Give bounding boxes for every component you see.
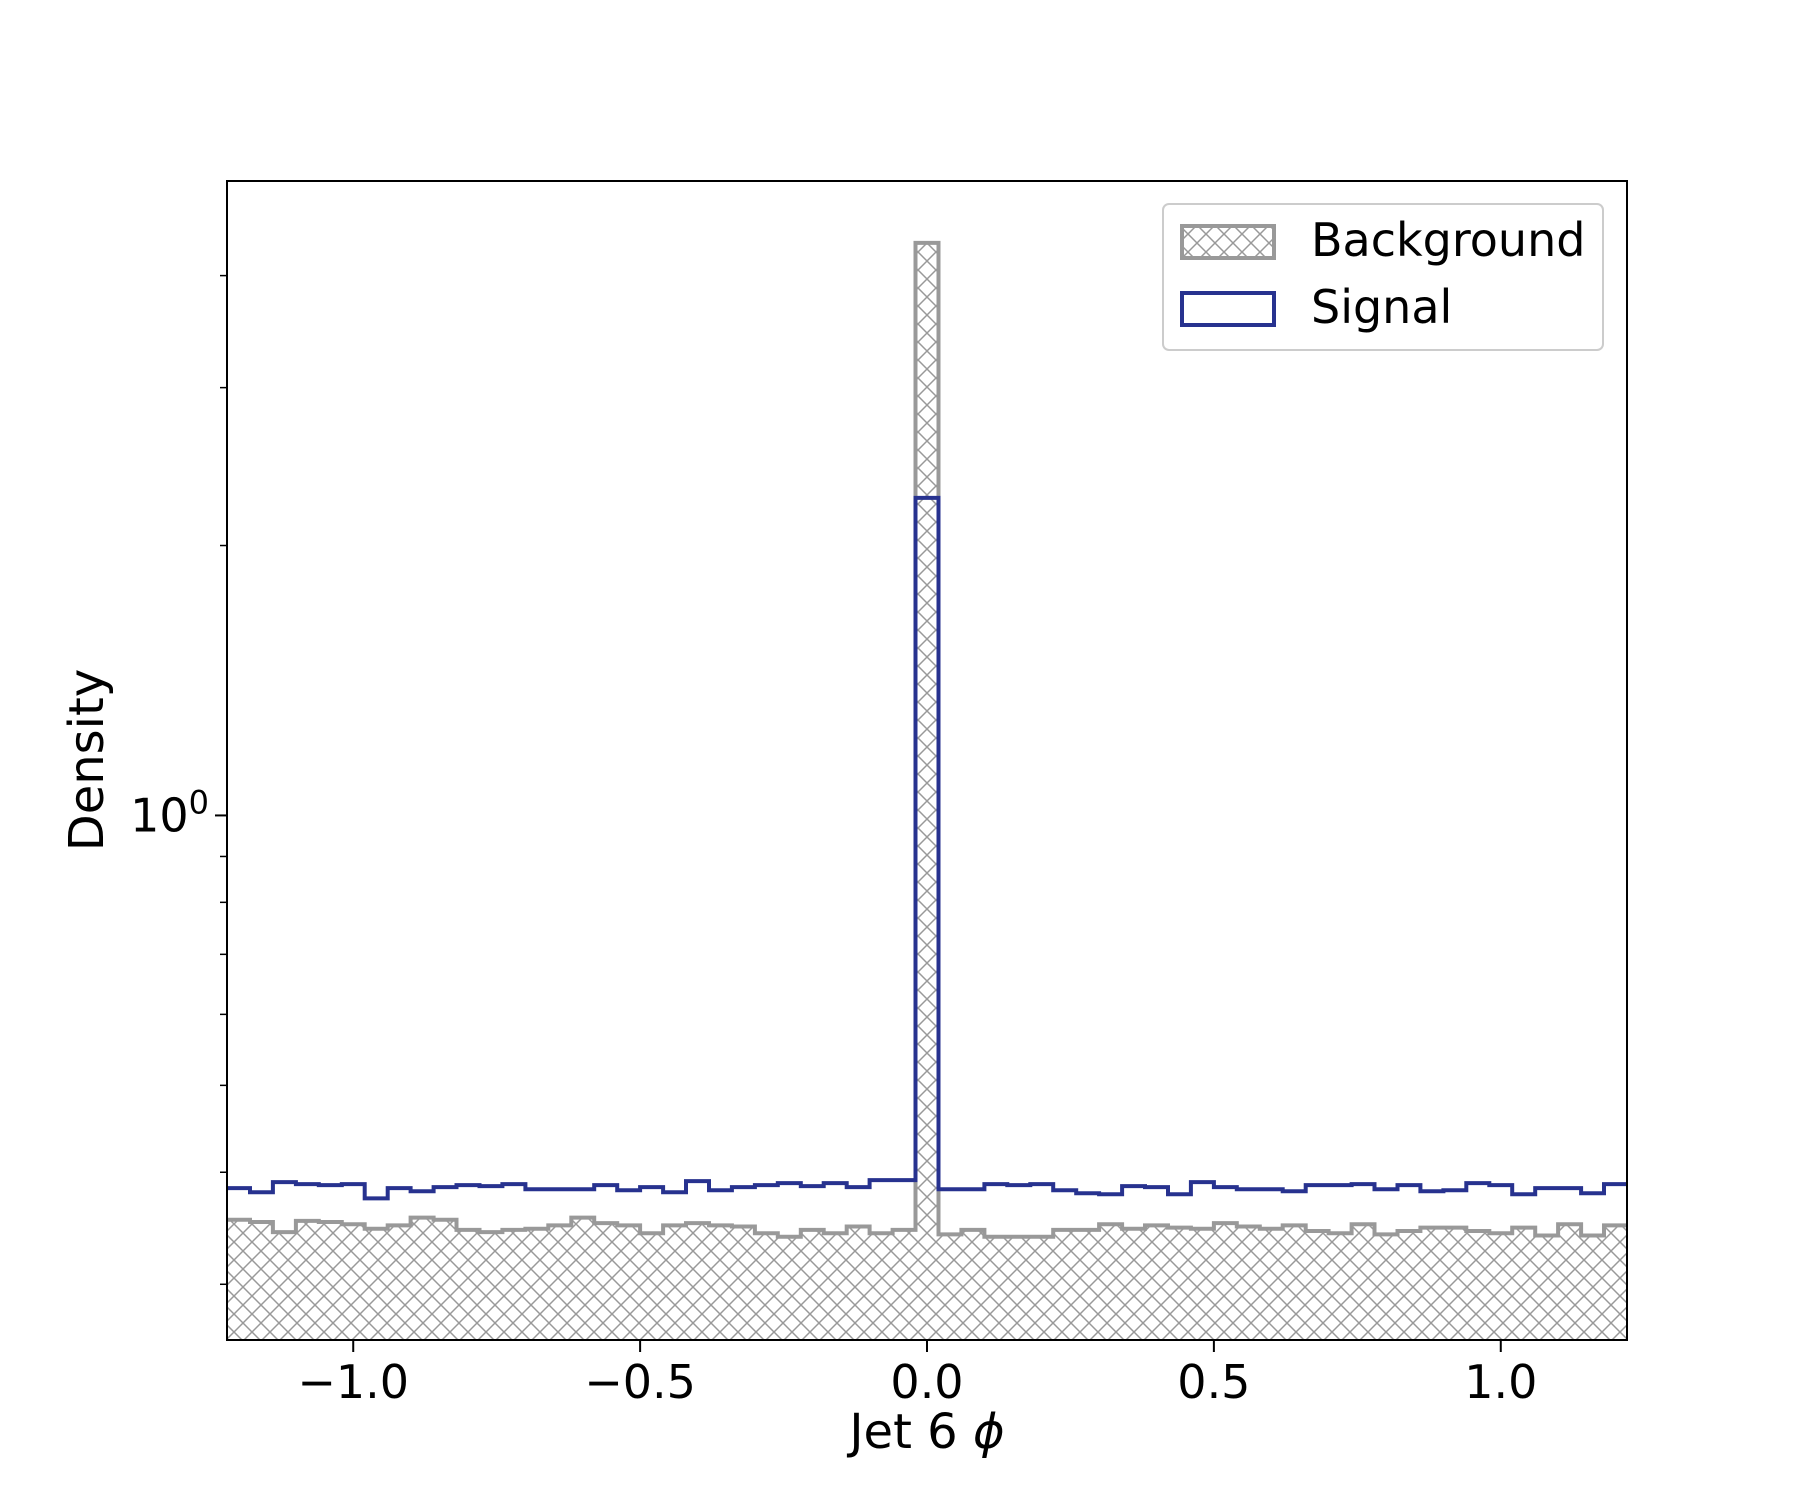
legend-signal-label: Signal <box>1311 280 1452 334</box>
legend-background-label: Background <box>1311 213 1585 267</box>
x-tick-label: 0.5 <box>1177 1355 1250 1409</box>
y-axis: 100 <box>130 274 227 1286</box>
legend: Background Signal <box>1162 203 1604 351</box>
x-tick-label: 0.0 <box>890 1355 963 1409</box>
legend-background-swatch <box>1180 224 1276 260</box>
x-axis-label: Jet 6 ϕ <box>846 1404 1004 1460</box>
x-axis: −1.0 −0.5 0.0 0.5 1.0 <box>297 1340 1537 1409</box>
x-tick-label: −0.5 <box>584 1355 696 1409</box>
x-tick-label: −1.0 <box>297 1355 409 1409</box>
plot-area <box>227 240 1627 1340</box>
y-axis-label: Density <box>59 669 115 851</box>
background-hist-step <box>227 240 1627 1239</box>
background-hist-fill <box>227 242 1627 1340</box>
legend-signal-swatch <box>1180 291 1276 327</box>
y-tick-label: 100 <box>130 783 209 842</box>
x-tick-label: 1.0 <box>1464 1355 1537 1409</box>
signal-hist-step <box>227 495 1627 1201</box>
